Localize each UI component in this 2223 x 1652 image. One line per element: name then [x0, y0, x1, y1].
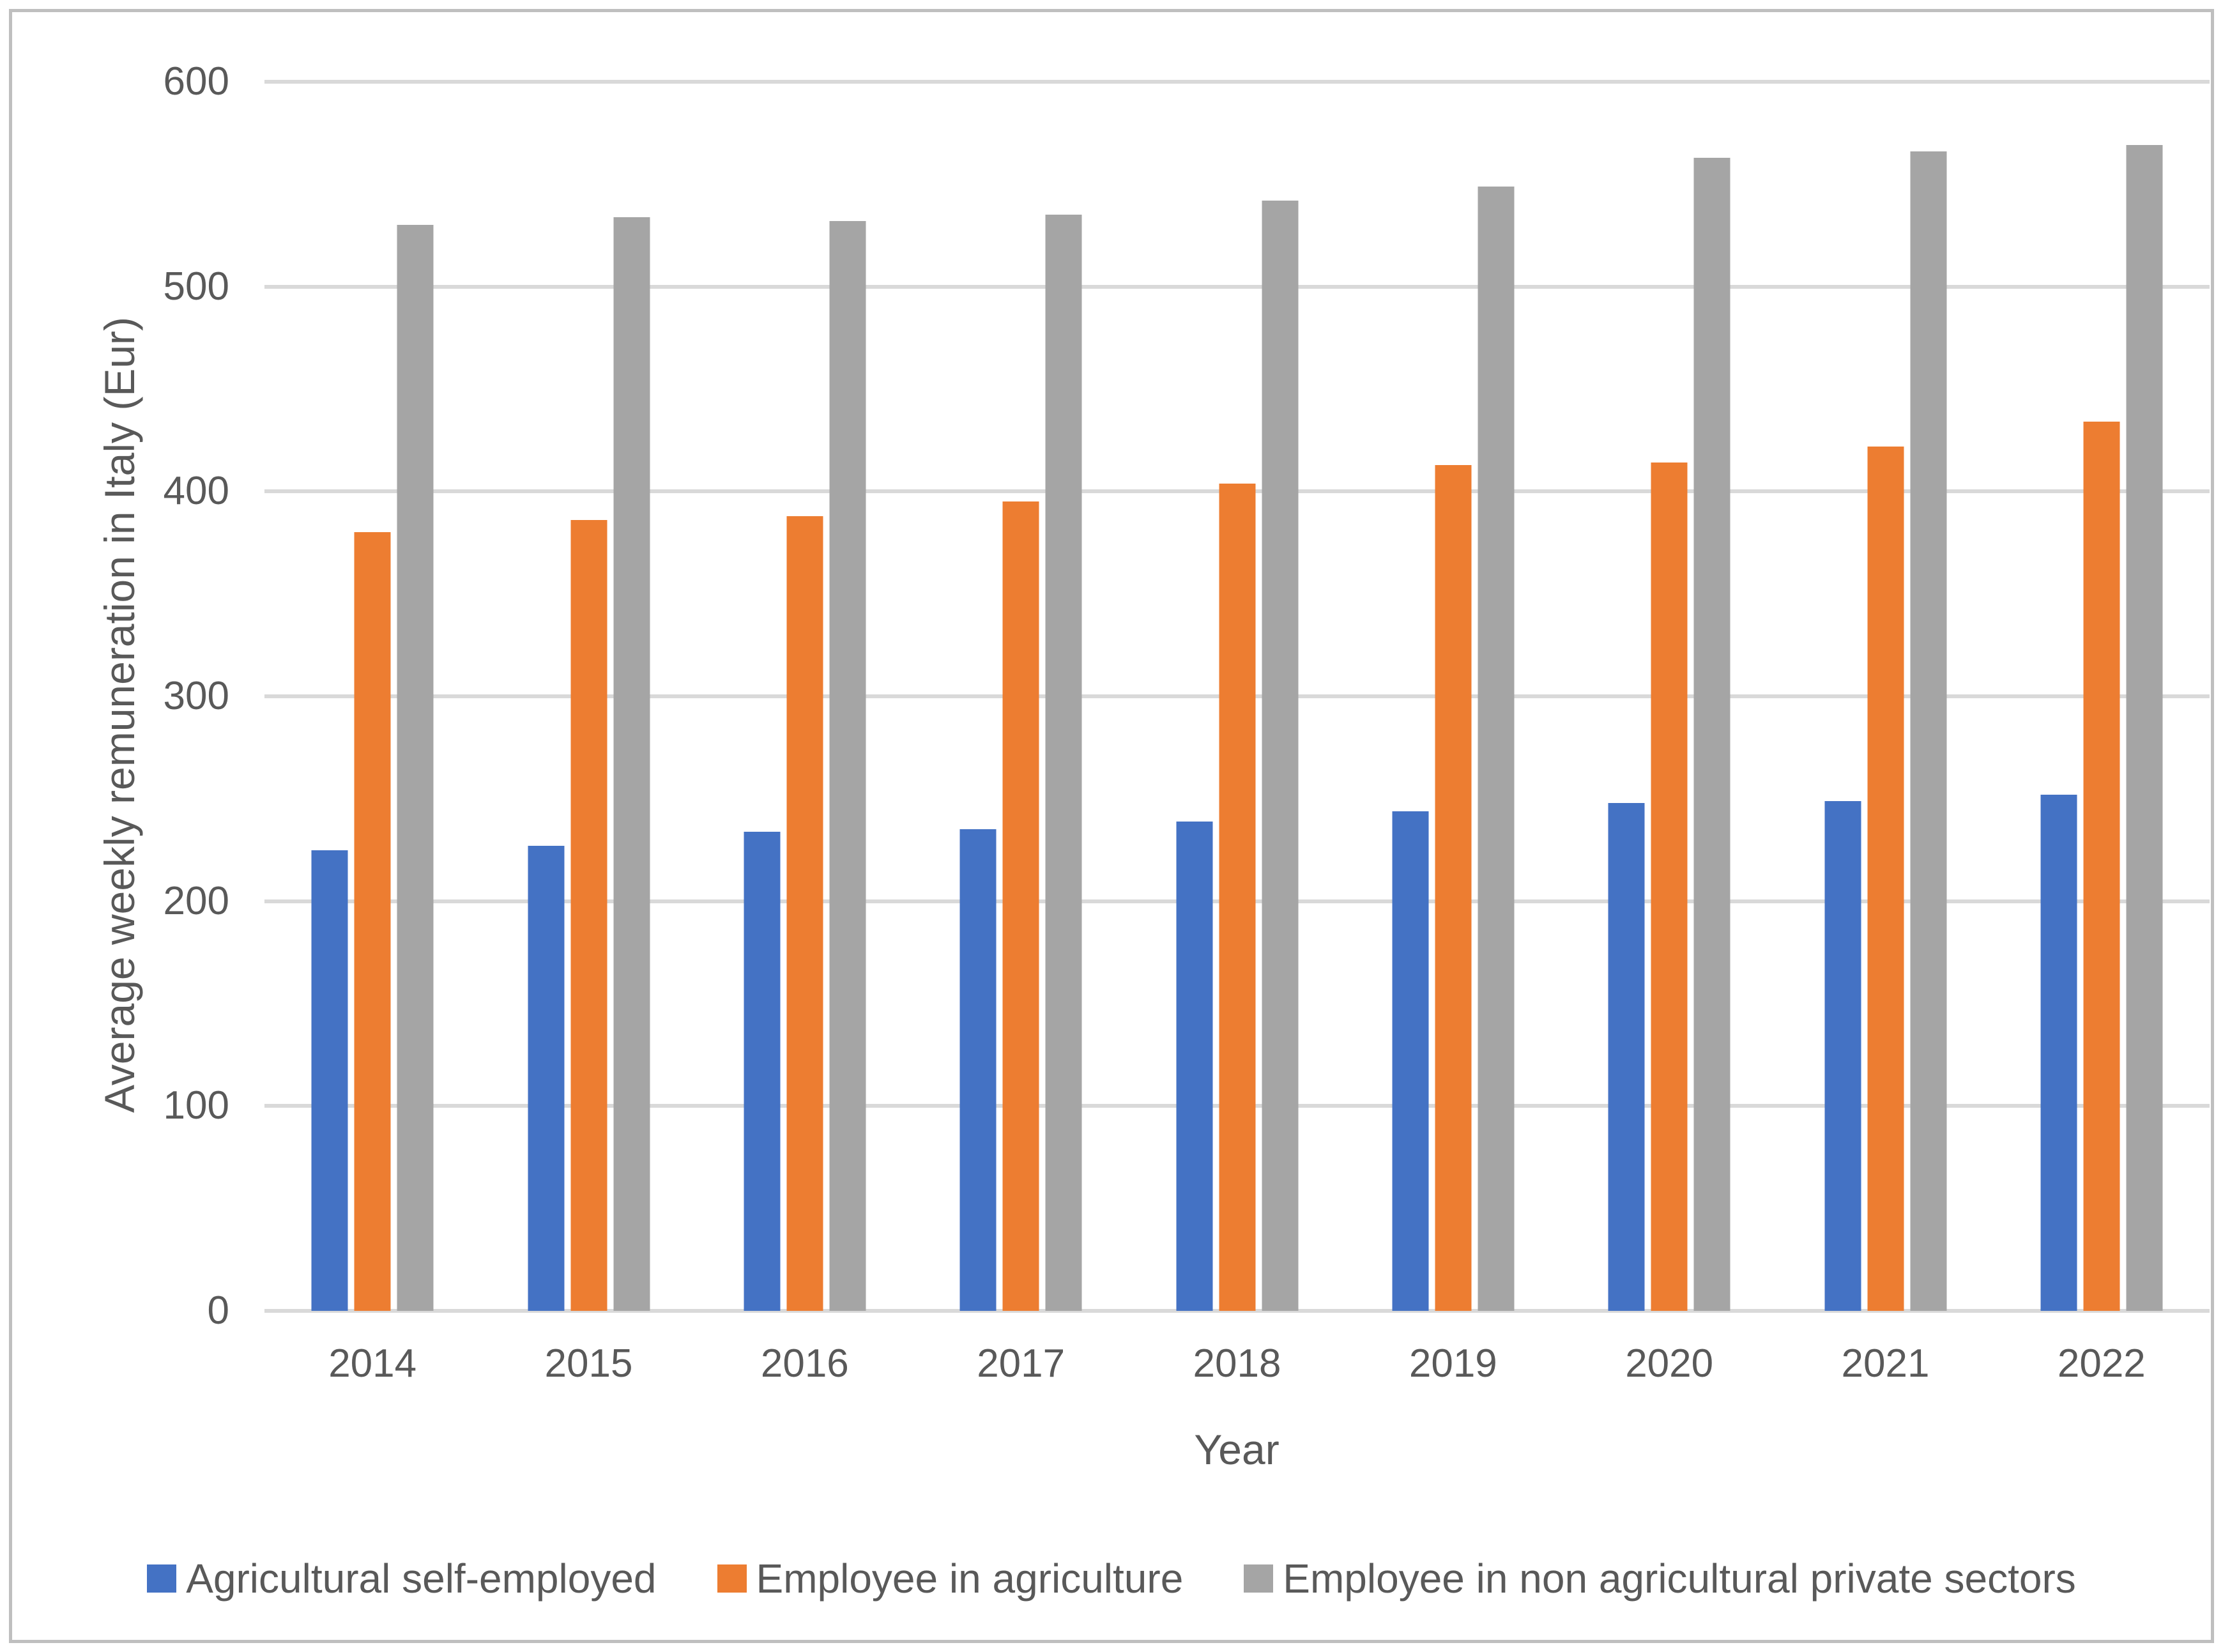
x-tick-label-2018: 2018 — [1193, 1342, 1281, 1386]
bar-2019-employee-in-non-agricultural-private-sectors — [1478, 186, 1515, 1311]
bar-2021-agricultural-self-employed — [1824, 800, 1861, 1311]
bar-group-2019 — [1392, 186, 1515, 1311]
y-tick-label-400: 400 — [163, 469, 229, 514]
x-tick-label-2015: 2015 — [544, 1342, 633, 1386]
x-tick-label-2022: 2022 — [2057, 1342, 2146, 1386]
bar-2014-employee-in-non-agricultural-private-sectors — [397, 225, 434, 1311]
legend-item-employee-in-agriculture: Employee in agriculture — [717, 1555, 1184, 1602]
bar-2014-agricultural-self-employed — [311, 850, 348, 1311]
x-tick-label-2020: 2020 — [1625, 1342, 1714, 1386]
y-tick-label-500: 500 — [163, 264, 229, 309]
x-tick-label-2021: 2021 — [1841, 1342, 1930, 1386]
x-tick-label-2017: 2017 — [977, 1342, 1066, 1386]
legend-swatch-icon — [717, 1564, 747, 1593]
bar-2022-employee-in-agriculture — [2083, 422, 2120, 1311]
x-tick-label-2014: 2014 — [328, 1342, 417, 1386]
y-tick-label-300: 300 — [163, 674, 229, 718]
bar-2014-employee-in-agriculture — [354, 532, 391, 1311]
plot-area — [264, 80, 2210, 1313]
legend-item-agricultural-self-employed: Agricultural self-employed — [147, 1555, 657, 1602]
bar-group-2018 — [1176, 201, 1298, 1311]
bar-2022-employee-in-non-agricultural-private-sectors — [2126, 145, 2163, 1311]
bar-2019-agricultural-self-employed — [1392, 811, 1429, 1311]
bar-group-2014 — [311, 225, 434, 1311]
bar-group-2015 — [528, 217, 650, 1311]
bar-2017-employee-in-agriculture — [1002, 501, 1039, 1311]
bar-2018-agricultural-self-employed — [1176, 821, 1212, 1311]
bar-2017-agricultural-self-employed — [959, 829, 997, 1311]
legend-label: Agricultural self-employed — [186, 1556, 657, 1602]
y-tick-label-0: 0 — [207, 1289, 229, 1333]
gridline-y-0 — [264, 1309, 2210, 1313]
bar-2018-employee-in-agriculture — [1219, 483, 1255, 1311]
legend-item-employee-in-non-agricultural-private-sectors: Employee in non agricultural private sec… — [1244, 1555, 2076, 1602]
bar-2021-employee-in-agriculture — [1867, 446, 1904, 1311]
bar-group-2021 — [1824, 151, 1946, 1311]
y-tick-label-100: 100 — [163, 1083, 229, 1128]
bar-2020-agricultural-self-employed — [1608, 802, 1645, 1311]
bar-2022-agricultural-self-employed — [2040, 794, 2077, 1311]
bar-2018-employee-in-non-agricultural-private-sectors — [1262, 201, 1298, 1311]
bar-2015-employee-in-non-agricultural-private-sectors — [613, 217, 650, 1311]
x-tick-label-2019: 2019 — [1409, 1342, 1497, 1386]
bar-2015-employee-in-agriculture — [570, 520, 607, 1311]
bar-2019-employee-in-agriculture — [1435, 464, 1472, 1311]
bar-2021-employee-in-non-agricultural-private-sectors — [1910, 151, 1946, 1311]
bar-group-2017 — [959, 215, 1082, 1311]
bar-2017-employee-in-non-agricultural-private-sectors — [1045, 215, 1082, 1311]
bar-2016-agricultural-self-employed — [744, 831, 781, 1311]
chart-frame: Average weekly remuneration in Italy (Eu… — [9, 9, 2214, 1643]
bar-group-2022 — [2040, 145, 2163, 1311]
bar-2020-employee-in-agriculture — [1651, 463, 1688, 1311]
bar-2015-agricultural-self-employed — [528, 846, 564, 1311]
bar-2016-employee-in-agriculture — [786, 516, 823, 1311]
bar-2016-employee-in-non-agricultural-private-sectors — [829, 221, 866, 1311]
legend-label: Employee in agriculture — [756, 1556, 1184, 1602]
x-tick-label-2016: 2016 — [760, 1342, 849, 1386]
legend-label: Employee in non agricultural private sec… — [1283, 1556, 2076, 1602]
gridline-y-600 — [264, 80, 2210, 84]
bar-group-2016 — [744, 221, 866, 1311]
gridline-y-500 — [264, 284, 2210, 289]
y-tick-label-600: 600 — [163, 59, 229, 103]
y-tick-label-200: 200 — [163, 878, 229, 923]
bar-group-2020 — [1608, 157, 1730, 1311]
bar-2020-employee-in-non-agricultural-private-sectors — [1693, 157, 1730, 1311]
legend-swatch-icon — [147, 1564, 177, 1593]
legend: Agricultural self-employed Employee in ag… — [12, 1555, 2211, 1602]
legend-swatch-icon — [1244, 1564, 1274, 1593]
x-axis-title: Year — [1194, 1426, 1280, 1473]
